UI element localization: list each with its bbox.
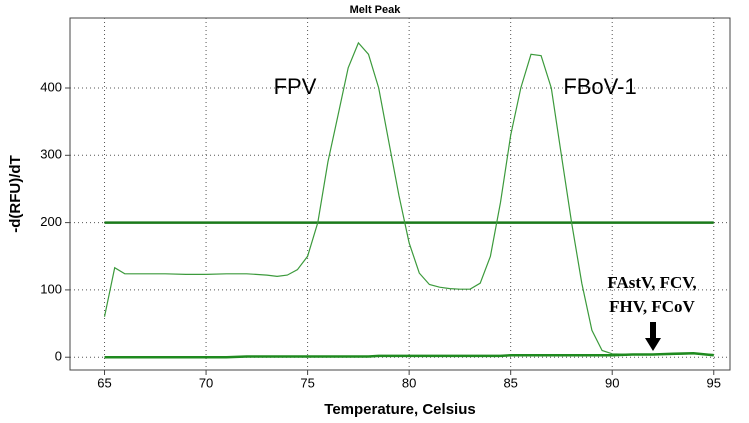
series-line: [103, 41, 714, 356]
x-tick-label: 70: [199, 375, 213, 390]
chart-title: Melt Peak: [350, 4, 402, 16]
annotation-arrow: [645, 322, 661, 351]
y-tick-label: 100: [40, 281, 62, 296]
x-tick-label: 65: [97, 375, 111, 390]
x-tick-label: 75: [300, 375, 314, 390]
annotation: FPV: [274, 74, 317, 99]
x-tick-label: 80: [402, 375, 416, 390]
annotation: FBoV-1: [563, 74, 636, 99]
series-line: [104, 351, 714, 359]
x-axis-label: Temperature, Celsius: [324, 401, 475, 418]
y-axis-label: -d(RFU)/dT: [7, 155, 24, 232]
x-tick-label: 85: [503, 375, 517, 390]
x-tick-label: 95: [707, 375, 721, 390]
y-tick-label: 200: [40, 214, 62, 229]
annotation: FAstV, FCV,: [607, 273, 696, 292]
x-tick-label: 90: [605, 375, 619, 390]
annotation: FHV, FCoV: [609, 297, 695, 316]
y-tick-label: 300: [40, 147, 62, 162]
y-tick-label: 0: [55, 349, 62, 364]
y-tick-label: 400: [40, 79, 62, 94]
plot-area: [69, 17, 731, 371]
